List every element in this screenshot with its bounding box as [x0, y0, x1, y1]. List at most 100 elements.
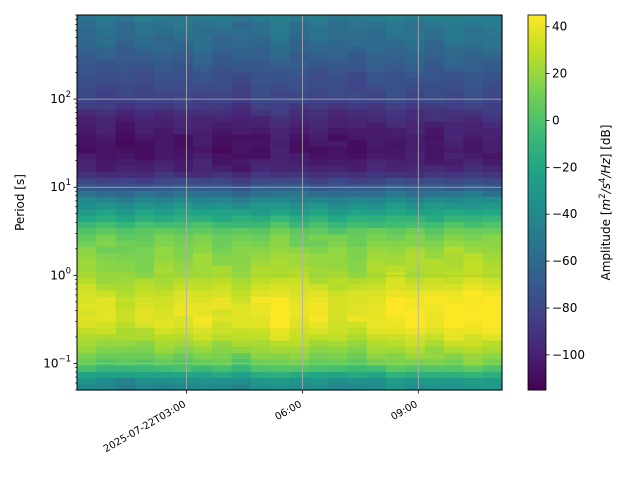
heatmap-cell	[192, 52, 213, 60]
heatmap-cell	[405, 121, 426, 129]
colorbar-swatch	[528, 83, 546, 88]
x-tick-label: 06:00	[273, 399, 303, 423]
heatmap-cell	[134, 358, 155, 366]
heatmap-cell	[347, 108, 368, 116]
heatmap-cell	[115, 383, 136, 391]
heatmap-cell	[192, 233, 213, 241]
heatmap-cell	[250, 227, 271, 235]
heatmap-cell	[96, 315, 117, 322]
colorbar-swatch	[528, 230, 546, 235]
heatmap-cell	[366, 152, 387, 160]
heatmap-cell	[328, 127, 349, 135]
heatmap-cell	[289, 52, 310, 60]
heatmap-cell	[134, 152, 155, 160]
colorbar-swatch	[528, 140, 546, 144]
heatmap-cell	[173, 321, 194, 329]
heatmap-cell	[192, 165, 213, 172]
heatmap-cell	[444, 202, 464, 210]
heatmap-cell	[173, 127, 194, 135]
heatmap-cell	[289, 383, 310, 391]
heatmap-cell	[192, 352, 213, 360]
heatmap-cell	[405, 315, 426, 322]
heatmap-cell	[96, 321, 117, 329]
heatmap-cell	[366, 102, 387, 110]
heatmap-cell	[386, 252, 407, 260]
heatmap-cell	[347, 96, 368, 104]
heatmap-cell	[192, 371, 213, 379]
heatmap-cell	[192, 246, 213, 254]
heatmap-cell	[250, 77, 271, 85]
heatmap-cells	[77, 15, 503, 391]
heatmap-cell	[463, 52, 484, 60]
heatmap-cell	[134, 52, 155, 60]
heatmap-cell	[173, 233, 194, 241]
heatmap-cell	[328, 177, 349, 185]
heatmap-cell	[77, 346, 97, 354]
heatmap-cell	[289, 196, 310, 204]
heatmap-cell	[231, 352, 252, 360]
heatmap-cell	[482, 321, 503, 329]
heatmap-cell	[115, 346, 136, 354]
heatmap-cell	[463, 127, 484, 135]
colorbar-swatch	[528, 383, 546, 388]
heatmap-cell	[250, 308, 271, 316]
colorbar-swatch	[528, 358, 546, 363]
heatmap-cell	[482, 296, 503, 304]
heatmap-cell	[96, 90, 117, 97]
heatmap-cell	[366, 115, 387, 122]
heatmap-cell	[444, 302, 464, 310]
heatmap-cell	[250, 352, 271, 360]
heatmap-cell	[250, 265, 271, 272]
heatmap-cell	[482, 196, 503, 204]
heatmap-cell	[173, 240, 194, 247]
heatmap-cell	[328, 140, 349, 147]
heatmap-cell	[386, 21, 407, 29]
heatmap-cell	[250, 96, 271, 104]
heatmap-cell	[250, 27, 271, 35]
heatmap-cell	[308, 333, 329, 341]
heatmap-cell	[482, 371, 503, 379]
heatmap-cell	[366, 258, 387, 266]
heatmap-cell	[347, 227, 368, 235]
colorbar-swatch	[528, 211, 546, 216]
colorbar-swatch	[528, 149, 546, 154]
heatmap-cell	[77, 127, 97, 135]
heatmap-cell	[115, 77, 136, 85]
heatmap-cell	[424, 65, 445, 72]
heatmap-cell	[405, 371, 426, 379]
heatmap-cell	[270, 171, 291, 179]
heatmap-cell	[308, 96, 329, 104]
heatmap-cell	[77, 265, 97, 272]
heatmap-cell	[405, 240, 426, 247]
heatmap-cell	[328, 115, 349, 122]
heatmap-cell	[192, 121, 213, 129]
heatmap-cell	[366, 108, 387, 116]
heatmap-cell	[134, 127, 155, 135]
colorbar-swatch	[528, 115, 546, 119]
heatmap-cell	[96, 365, 117, 372]
heatmap-cell	[192, 96, 213, 104]
heatmap-cell	[250, 58, 271, 66]
heatmap-cell	[250, 108, 271, 116]
colorbar-swatch	[528, 133, 546, 138]
heatmap-cell	[424, 365, 445, 372]
heatmap-cell	[347, 83, 368, 91]
heatmap-cell	[308, 90, 329, 97]
heatmap-cell	[289, 165, 310, 172]
heatmap-cell	[154, 165, 175, 172]
heatmap-cell	[231, 233, 252, 241]
colorbar-swatch	[528, 68, 546, 72]
heatmap-cell	[405, 165, 426, 172]
heatmap-cell	[192, 33, 213, 41]
heatmap-cell	[405, 258, 426, 266]
heatmap-cell	[444, 271, 464, 279]
heatmap-cell	[96, 233, 117, 241]
heatmap-cell	[96, 240, 117, 247]
heatmap-cell	[366, 158, 387, 166]
heatmap-cell	[173, 90, 194, 97]
heatmap-cell	[96, 290, 117, 297]
heatmap-cell	[482, 121, 503, 129]
heatmap-cell	[270, 202, 291, 210]
heatmap-cell	[366, 15, 387, 22]
heatmap-cell	[77, 233, 97, 241]
